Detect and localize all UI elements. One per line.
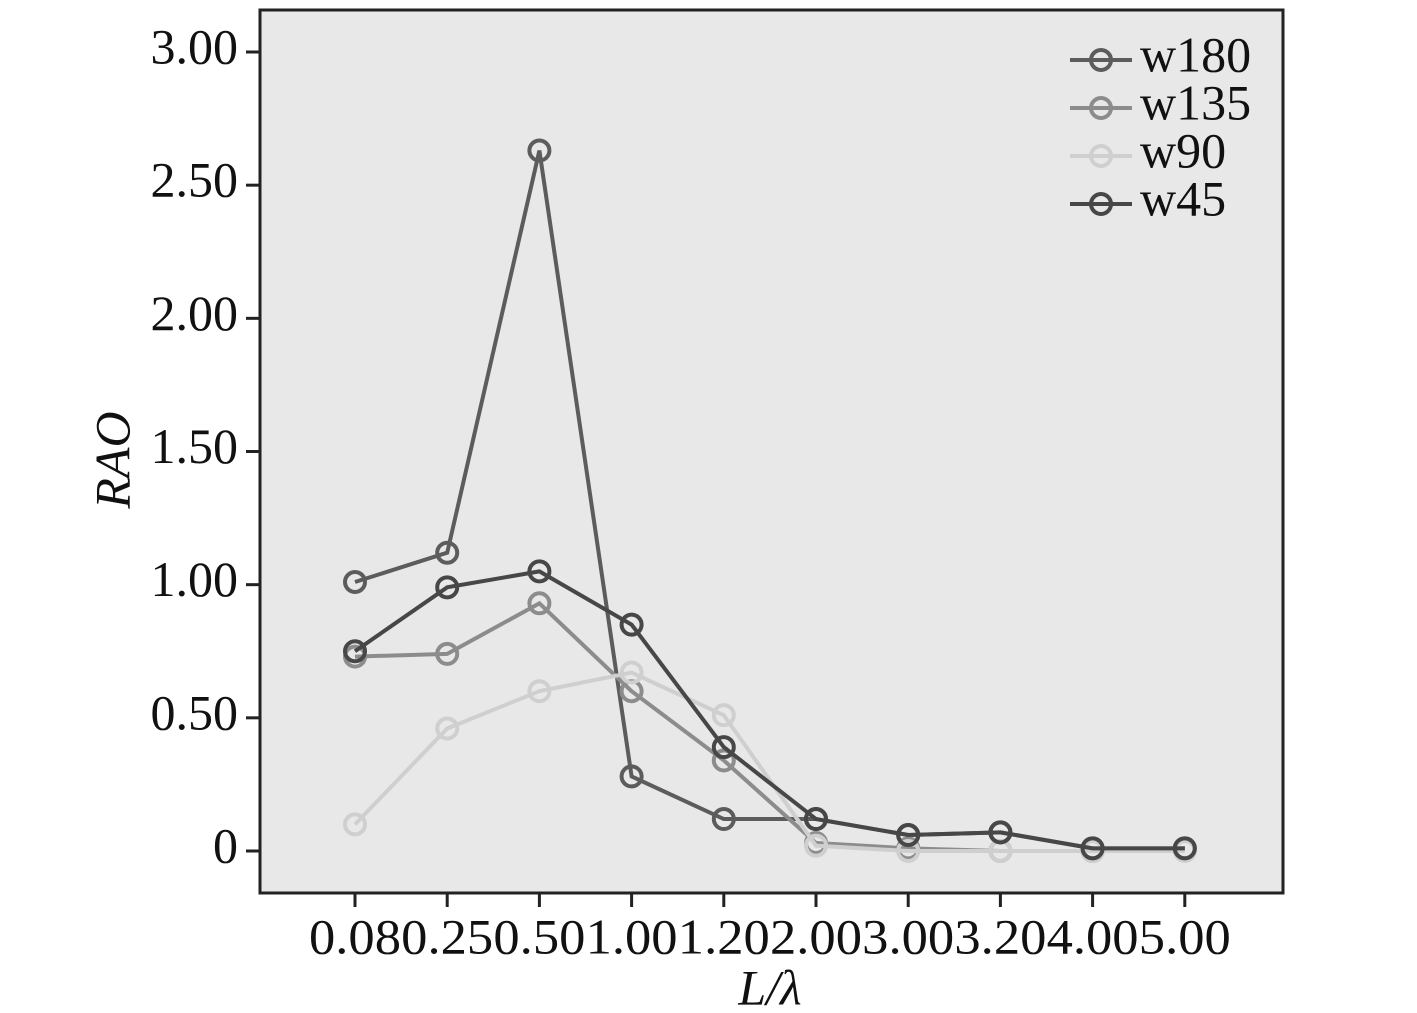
data-point [527,679,552,704]
legend-label: w45 [1140,170,1226,226]
x-tick-label: 0.08 [309,908,401,964]
x-tick-label: 4.00 [1047,908,1139,964]
legend-label: w135 [1140,74,1251,130]
legend-label: w90 [1140,122,1226,178]
data-point [435,641,460,666]
data-point [711,807,736,832]
data-point [435,575,460,600]
x-tick-label: 3.20 [954,908,1046,964]
y-tick-label: 1.50 [151,418,239,474]
data-point [619,660,644,685]
x-tick-label: 0.50 [493,908,585,964]
x-tick-label: 5.00 [1139,908,1231,964]
data-point [619,764,644,789]
legend-marker [1089,48,1113,72]
data-point [711,748,736,773]
legend-marker [1089,192,1113,216]
data-point [527,559,552,584]
x-tick-label: 0.25 [401,908,493,964]
x-tick-label: 1.20 [678,908,770,964]
x-tick-label: 2.00 [770,908,862,964]
y-tick-label: 2.00 [151,285,239,341]
data-point [1080,836,1105,861]
legend-marker [1089,144,1113,168]
data-point [343,570,367,595]
y-tick-label: 0 [213,817,238,873]
y-tick-label: 0.50 [151,684,239,740]
legend-label: w180 [1140,26,1251,82]
y-tick-label: 1.00 [151,551,239,607]
data-point [619,612,644,637]
data-point [804,833,828,858]
data-point [527,591,552,616]
data-point [435,716,460,741]
data-point [804,807,828,832]
y-tick-label: 2.50 [151,152,239,208]
y-tick-label: 3.00 [151,18,239,74]
data-point [343,812,367,837]
data-point [343,639,367,664]
data-point [896,823,921,848]
data-point [988,820,1013,845]
x-axis-label: L/λ [737,959,801,1013]
plot-area [258,8,1285,895]
data-point [527,138,552,163]
data-point [435,540,460,565]
x-tick-label: 1.00 [586,908,678,964]
y-axis-label: RAO [84,411,140,509]
series-line [353,569,1185,851]
x-tick-label: 3.00 [862,908,954,964]
data-point [1172,836,1197,861]
series-line [353,670,1185,853]
data-point [711,735,736,760]
legend-marker [1089,96,1113,120]
data-point [896,839,921,863]
data-point [711,703,736,728]
